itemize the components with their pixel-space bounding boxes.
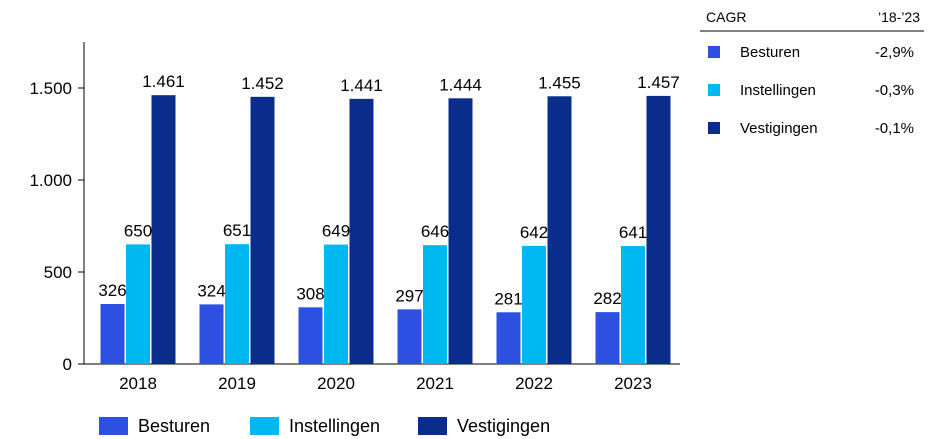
cagr-swatch-besturen xyxy=(708,46,720,58)
bar-vestigingen-2020 xyxy=(349,98,374,364)
data-label-instellingen-2018: 650 xyxy=(124,221,152,240)
data-label-besturen-2019: 324 xyxy=(197,281,225,300)
cagr-row-name: Instellingen xyxy=(740,82,816,99)
data-label-besturen-2022: 281 xyxy=(494,289,522,308)
plot-area: 326 650 1.461 324 651 1.452 308 649 1.441 297 646 1… xyxy=(29,42,680,393)
bars xyxy=(100,95,671,365)
bar-instellingen-2021 xyxy=(423,245,447,364)
cagr-row-value: -0,1% xyxy=(875,120,914,137)
y-tick-label: 500 xyxy=(44,263,72,282)
cagr-row-name: Vestigingen xyxy=(740,120,818,137)
data-label-vestigingen-2020: 1.441 xyxy=(340,76,383,95)
cagr-header-right: ’18-’23 xyxy=(878,9,920,25)
cagr-row-value: -0,3% xyxy=(875,82,914,99)
x-tick-label: 2020 xyxy=(317,374,355,393)
data-label-instellingen-2023: 641 xyxy=(619,223,647,242)
x-tick-label: 2022 xyxy=(515,374,553,393)
legend-label-besturen: Besturen xyxy=(138,416,210,436)
data-label-instellingen-2022: 642 xyxy=(520,223,548,242)
bar-instellingen-2023 xyxy=(621,246,645,364)
bar-vestigingen-2019 xyxy=(250,96,275,364)
bar-instellingen-2020 xyxy=(324,244,348,364)
x-tick-label: 2021 xyxy=(416,374,454,393)
data-label-vestigingen-2023: 1.457 xyxy=(637,73,680,92)
y-tick-label: 1.000 xyxy=(29,171,72,190)
x-tick-label: 2018 xyxy=(119,374,157,393)
legend-label-instellingen: Instellingen xyxy=(289,416,380,436)
bar-besturen-2018 xyxy=(100,304,125,364)
bar-besturen-2019 xyxy=(199,304,224,364)
bar-besturen-2022 xyxy=(496,312,521,364)
cagr-table: CAGR ’18-’23 Besturen -2,9% Instellingen -0… xyxy=(700,9,924,137)
y-tick-label: 1.500 xyxy=(29,79,72,98)
legend: Besturen Instellingen Vestigingen xyxy=(99,416,550,436)
y-axis xyxy=(78,42,85,365)
legend-swatch-vestigingen xyxy=(418,417,447,435)
x-tick-labels: 2018 2019 2020 2021 2022 2023 xyxy=(119,374,652,393)
bar-instellingen-2018 xyxy=(126,244,150,364)
y-tick-label: 0 xyxy=(63,355,72,374)
bar-besturen-2023 xyxy=(595,312,620,364)
x-tick-label: 2019 xyxy=(218,374,256,393)
bar-besturen-2021 xyxy=(397,309,422,364)
data-label-instellingen-2021: 646 xyxy=(421,222,449,241)
cagr-row-name: Besturen xyxy=(740,44,800,61)
cagr-swatch-vestigingen xyxy=(708,122,720,134)
bar-vestigingen-2022 xyxy=(547,96,572,364)
data-label-instellingen-2019: 651 xyxy=(223,221,251,240)
data-label-besturen-2018: 326 xyxy=(98,281,126,300)
bar-vestigingen-2023 xyxy=(646,95,671,365)
legend-swatch-instellingen xyxy=(250,417,279,435)
bar-instellingen-2022 xyxy=(522,245,546,364)
cagr-rows: Besturen -2,9% Instellingen -0,3% Vestiginge… xyxy=(708,44,914,137)
y-tick-labels: 0 500 1.000 1.500 xyxy=(29,79,72,374)
cagr-swatch-instellingen xyxy=(708,84,720,96)
data-label-vestigingen-2019: 1.452 xyxy=(241,74,284,93)
cagr-header-left: CAGR xyxy=(706,9,746,25)
data-label-vestigingen-2018: 1.461 xyxy=(142,72,185,91)
legend-swatch-besturen xyxy=(99,417,128,435)
bar-vestigingen-2018 xyxy=(151,95,176,365)
data-label-besturen-2023: 282 xyxy=(593,289,621,308)
cagr-row-value: -2,9% xyxy=(875,44,914,61)
data-label-vestigingen-2022: 1.455 xyxy=(538,73,581,92)
data-label-instellingen-2020: 649 xyxy=(322,222,350,241)
x-tick-label: 2023 xyxy=(614,374,652,393)
data-label-vestigingen-2021: 1.444 xyxy=(439,75,482,94)
legend-label-vestigingen: Vestigingen xyxy=(457,416,550,436)
bar-instellingen-2019 xyxy=(225,244,249,364)
bar-besturen-2020 xyxy=(298,307,323,364)
data-label-besturen-2021: 297 xyxy=(395,286,423,305)
data-label-besturen-2020: 308 xyxy=(296,284,324,303)
value-labels: 326 650 1.461 324 651 1.452 308 649 1.441 297 646 1… xyxy=(98,72,679,308)
bar-vestigingen-2021 xyxy=(448,98,473,364)
